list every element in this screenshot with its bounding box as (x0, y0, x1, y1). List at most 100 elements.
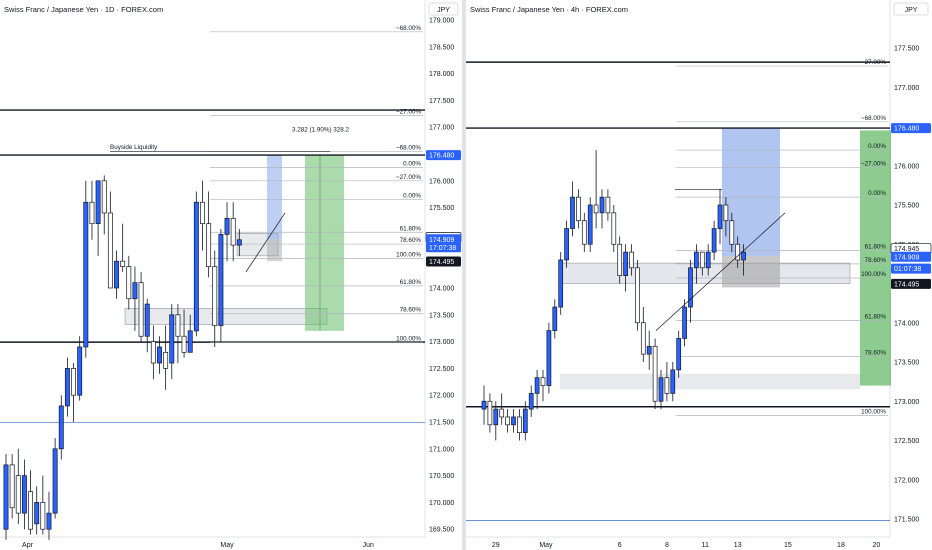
candle (150, 341, 156, 364)
currency-button-label: JPY (905, 7, 918, 14)
candle (699, 251, 705, 269)
price-tag (891, 278, 931, 289)
x-tick-label: Jun (363, 542, 374, 549)
price-axis[interactable] (890, 0, 932, 550)
candle (717, 204, 723, 229)
y-tick-label: 172.500 (429, 366, 454, 373)
y-tick-label: 175.500 (894, 203, 919, 210)
fib-level-label: ~27.00% (396, 108, 421, 115)
candle (89, 201, 95, 225)
candle (735, 243, 741, 261)
candle (705, 251, 711, 269)
currency-button-label: JPY (437, 7, 450, 14)
price-tag-label: 174.909 (894, 254, 919, 261)
price-tag (891, 123, 931, 134)
candle (552, 306, 558, 331)
x-tick-label: 6 (618, 542, 622, 549)
y-tick-label: 173.000 (894, 399, 919, 406)
candle (181, 335, 187, 353)
price-tag-label: 174.495 (894, 281, 919, 288)
y-tick-label: 177.000 (429, 125, 454, 132)
candle (646, 345, 652, 355)
price-tag-label: 174.909 (429, 237, 454, 244)
y-tick-label: 176.000 (429, 178, 454, 185)
price-tag-label: 174.945 (894, 246, 919, 253)
fib-level-label: ~27.00% (861, 59, 886, 66)
candle (114, 260, 119, 289)
y-tick-label: 170.000 (429, 500, 454, 507)
price-tag-label: 176.480 (894, 126, 919, 133)
candle (218, 234, 224, 326)
candle (40, 502, 46, 530)
candle (499, 408, 505, 418)
candle (95, 180, 101, 225)
y-tick-label: 173.000 (429, 339, 454, 346)
x-tick-label: 29 (492, 542, 500, 549)
x-tick-label: May (539, 542, 553, 549)
fib-level-label: 100.00% (861, 408, 886, 415)
chart-annotation: Buyside Liquidity (110, 144, 158, 151)
candle (635, 267, 640, 324)
candle (611, 212, 617, 245)
candle (652, 345, 658, 402)
candle (676, 338, 682, 371)
candle (623, 251, 628, 277)
chart-annotation: 3.282 (1.90%) 328.2 (292, 126, 350, 133)
candle (570, 196, 575, 229)
candle (546, 330, 552, 386)
y-tick-label: 170.500 (429, 473, 454, 480)
candle (206, 223, 212, 267)
fib-level-label: 78.60% (865, 350, 887, 357)
price-tag-label: 01:07:38 (894, 266, 921, 273)
fib-level-label: 78.60% (400, 307, 422, 314)
price-tag (426, 242, 461, 253)
fib-level-label: 61.80% (400, 279, 422, 286)
price-axis[interactable] (425, 0, 462, 550)
candle (605, 196, 611, 214)
x-tick-label: 15 (784, 542, 792, 549)
currency-button[interactable] (428, 2, 459, 16)
chart-title: Swiss Franc / Japanese Yen · 4h · FOREX.… (470, 5, 628, 14)
fib-level-label: ~27.00% (396, 174, 421, 181)
candle (157, 346, 162, 364)
candle (576, 196, 581, 222)
candle (664, 377, 670, 394)
fib-level-label: ~68.00% (861, 115, 886, 122)
fib-level-label: 0.00% (403, 160, 421, 167)
price-tag (891, 263, 931, 274)
y-tick-label: 175.500 (429, 205, 454, 212)
candle (741, 251, 746, 261)
candle (71, 368, 76, 396)
fib-level-label: 61.80% (865, 313, 887, 320)
panel-divider (462, 0, 466, 550)
candle (511, 416, 516, 426)
candle (534, 377, 540, 394)
currency-button[interactable] (893, 2, 929, 16)
y-tick-label: 171.500 (429, 420, 454, 427)
stop-zone (267, 239, 282, 262)
candle (169, 314, 175, 364)
fib-level-label: 0.00% (868, 143, 886, 150)
y-tick-label: 177.500 (894, 46, 919, 53)
projection-zone (860, 130, 891, 386)
candle (723, 204, 729, 222)
y-tick-label: 171.500 (894, 517, 919, 524)
candle (729, 220, 735, 245)
x-tick-label: May (220, 542, 234, 549)
price-tag-label: 17:07:38 (429, 245, 456, 252)
candle (126, 266, 132, 300)
candle (3, 464, 9, 530)
candle (493, 408, 499, 426)
candle (212, 266, 218, 326)
fib-level-label: ~68.00% (396, 25, 421, 32)
candle (28, 491, 34, 530)
candle (599, 196, 605, 214)
candle (694, 251, 699, 269)
y-tick-label: 174.000 (894, 320, 919, 327)
candle (58, 405, 64, 450)
target-zone (267, 155, 282, 240)
x-tick-label: Apr (22, 542, 34, 549)
y-tick-label: 176.000 (894, 163, 919, 170)
